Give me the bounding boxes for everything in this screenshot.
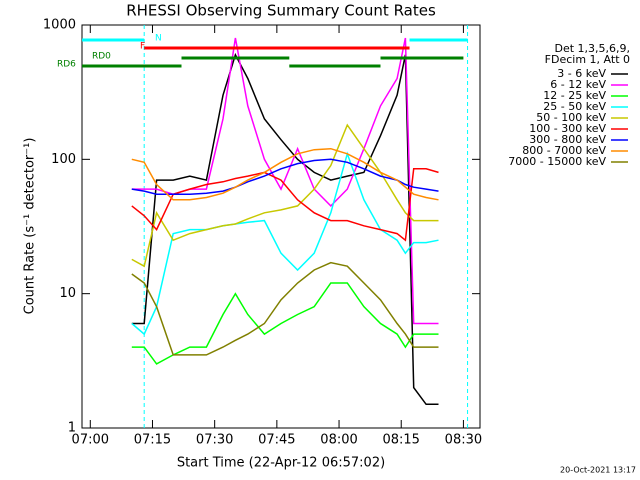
x-axis-label: Start Time (22-Apr-12 06:57:02) xyxy=(177,456,385,471)
series-line xyxy=(131,123,439,268)
x-tick-label: 07:45 xyxy=(258,433,295,448)
series-line xyxy=(131,147,439,201)
x-tick-label: 08:30 xyxy=(445,433,482,448)
series-line xyxy=(131,158,439,195)
x-tick-label: 07:00 xyxy=(72,433,109,448)
legend-label: 6 - 12 keV xyxy=(550,78,606,91)
flag-label: RD0 xyxy=(92,52,111,62)
x-tick-label: 07:30 xyxy=(196,433,233,448)
footer: 20-Oct-2021 13:17 xyxy=(560,466,636,475)
series-line xyxy=(131,52,439,406)
x-tick-label: 08:00 xyxy=(320,433,357,448)
flag-label: F xyxy=(140,42,145,52)
legend-label: 25 - 50 keV xyxy=(543,100,606,113)
y-tick-label: 10 xyxy=(59,286,76,301)
y-tick-label: 1 xyxy=(68,421,76,436)
legend-label: 50 - 100 keV xyxy=(536,111,606,124)
legend-header: Det 1,3,5,6,9, xyxy=(554,42,630,55)
flag-label: N xyxy=(155,34,162,44)
series-line xyxy=(131,282,439,365)
x-tick-label: 08:15 xyxy=(382,433,419,448)
legend-label: 100 - 300 keV xyxy=(529,122,606,135)
chart-title: RHESSI Observing Summary Count Rates xyxy=(126,2,436,20)
y-axis-label: Count Rate (s⁻¹ detector⁻¹) xyxy=(23,138,38,315)
x-tick-label: 07:15 xyxy=(134,433,171,448)
series-line xyxy=(131,151,439,336)
y-tick-label: 1000 xyxy=(43,18,76,33)
legend-header: FDecim 1, Att 0 xyxy=(545,53,630,66)
series-line xyxy=(131,168,439,242)
flag-label: RD6 xyxy=(57,60,76,70)
legend-label: 3 - 6 keV xyxy=(557,67,606,80)
y-tick-label: 100 xyxy=(51,152,76,167)
legend-label: 12 - 25 keV xyxy=(543,89,606,102)
legend-label: 800 - 7000 keV xyxy=(522,144,606,157)
series-line xyxy=(131,261,439,356)
legend-label: 7000 - 15000 keV xyxy=(508,155,606,168)
legend-label: 300 - 800 keV xyxy=(529,133,606,146)
plot-frame xyxy=(81,24,481,429)
